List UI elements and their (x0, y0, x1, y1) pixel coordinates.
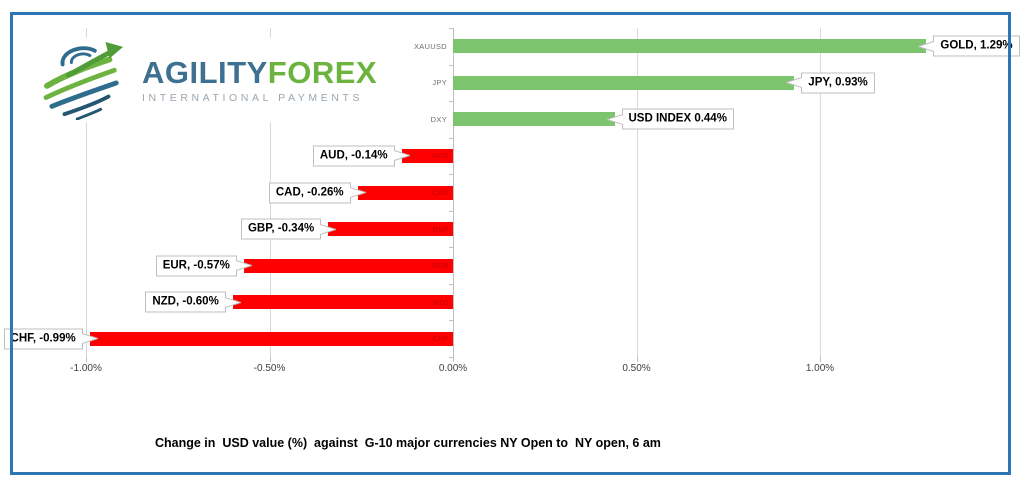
x-axis-tick-label: 0.00% (438, 363, 468, 374)
category-label: DXY (430, 114, 447, 124)
data-label-callout: JPY, 0.93% (786, 72, 875, 94)
data-label-callout: GOLD, 1.29% (918, 35, 1020, 57)
bar (89, 331, 453, 346)
gridline (86, 28, 87, 357)
gridline (636, 28, 638, 357)
category-axis-line (453, 28, 454, 357)
category-axis-tick (449, 210, 453, 212)
x-axis-tick-label: 0.50% (622, 363, 651, 374)
x-axis-tick-label: -0.50% (253, 363, 286, 374)
callout-pointer-icon (349, 187, 366, 198)
data-label-text: EUR, -0.57% (162, 259, 230, 272)
bar (232, 295, 453, 310)
data-label-text: USD INDEX 0.44% (628, 112, 727, 125)
data-label-callout: EUR, -0.57% (155, 255, 252, 277)
data-label-text: AUD, -0.14% (319, 149, 388, 162)
category-label: CHF (432, 334, 449, 344)
callout-pointer-icon (786, 77, 803, 89)
x-axis-tick-label: 1.00% (805, 363, 835, 374)
data-label-callout: GBP, -0.34% (240, 218, 337, 240)
category-axis-tick (449, 28, 453, 29)
category-label: GBP (432, 224, 449, 234)
logo-text-block: AGILITYFOREX INTERNATIONAL PAYMENTS (142, 54, 378, 104)
bar (453, 39, 927, 54)
x-axis-tick (86, 357, 87, 362)
bar (453, 75, 795, 90)
category-label: NZD (432, 297, 449, 307)
callout-pointer-icon (918, 40, 935, 52)
callout-pointer-icon (224, 296, 241, 308)
bar (453, 112, 615, 127)
x-axis-tick-label: -1.00% (70, 363, 102, 374)
globe-arrow-icon (43, 41, 124, 120)
agilityforex-logo: AGILITYFOREX INTERNATIONAL PAYMENTS (38, 38, 386, 122)
data-label-text: GOLD, 1.29% (940, 39, 1013, 52)
logo-brand-agility: AGILITY (142, 54, 268, 90)
data-label-text: NZD, -0.60% (152, 295, 219, 308)
category-axis-tick (449, 174, 453, 176)
callout-pointer-icon (393, 150, 410, 162)
data-label-callout: CAD, -0.26% (268, 182, 366, 203)
category-label: AUD (432, 151, 449, 161)
data-label-text: CHF, -0.99% (10, 332, 76, 345)
category-axis-tick (449, 101, 453, 103)
callout-pointer-icon (235, 260, 252, 272)
callout-pointer-icon (606, 113, 623, 125)
x-axis-tick (453, 357, 454, 362)
bar (357, 185, 453, 200)
callout-pointer-icon (320, 223, 337, 235)
category-axis-tick (449, 320, 453, 322)
data-label-text: JPY, 0.93% (808, 76, 868, 89)
data-label-text: GBP, -0.34% (247, 222, 315, 235)
category-axis-tick (449, 137, 453, 139)
category-label: JPY (432, 78, 447, 88)
bar (243, 258, 453, 273)
logo-brand: AGILITYFOREX (142, 54, 378, 90)
category-label: CAD (432, 188, 449, 197)
callout-pointer-icon (81, 333, 98, 345)
data-label-text: CAD, -0.26% (275, 186, 344, 198)
category-axis-tick (449, 64, 453, 66)
category-axis-tick (449, 247, 453, 249)
gridline (820, 28, 821, 357)
category-label: XAUUSD (413, 41, 447, 51)
logo-brand-forex: FOREX (267, 54, 378, 90)
logo-tagline: INTERNATIONAL PAYMENTS (142, 91, 364, 104)
category-label: EUR (432, 261, 449, 271)
data-label-callout: NZD, -0.60% (145, 291, 241, 313)
x-axis-tick (636, 357, 638, 362)
chart-title: Change in USD value (%) against G-10 maj… (155, 436, 661, 450)
x-axis-tick (820, 357, 821, 362)
data-label-callout: AUD, -0.14% (312, 145, 410, 167)
category-axis-tick (449, 357, 453, 358)
bar (328, 222, 453, 237)
bar (401, 148, 453, 163)
category-axis-tick (449, 283, 453, 285)
x-axis-tick (269, 357, 271, 362)
data-label-callout: CHF, -0.99% (3, 328, 98, 350)
data-label-callout: USD INDEX 0.44% (606, 108, 734, 130)
